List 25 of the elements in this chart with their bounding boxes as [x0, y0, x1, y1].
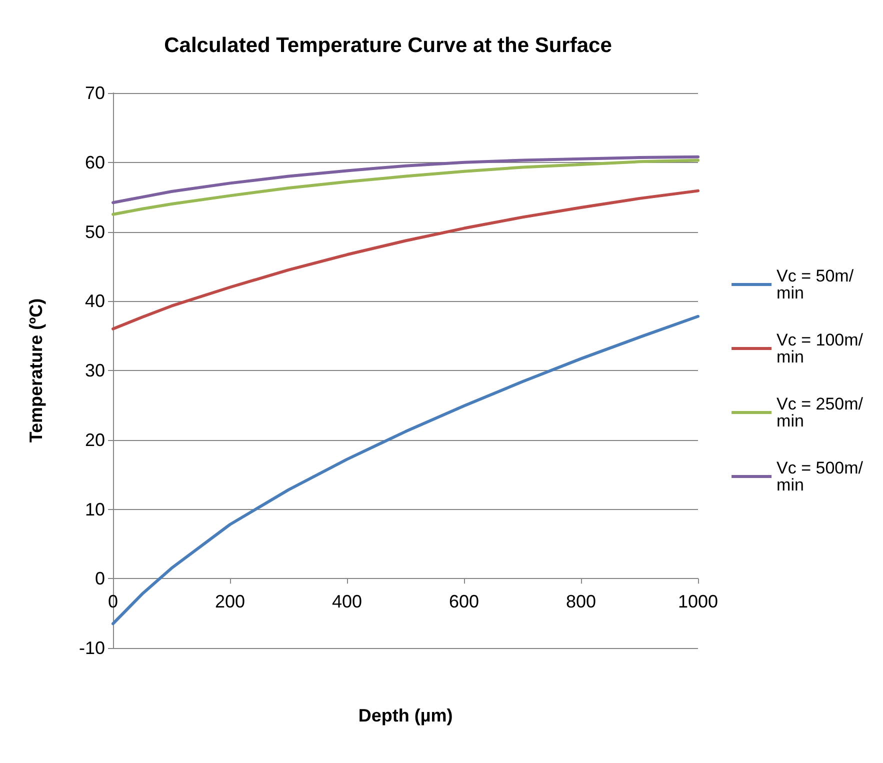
legend-label: Vc = 100m/min: [776, 330, 864, 366]
line-series: [112, 158, 700, 216]
y-tick-label: 70: [84, 83, 105, 103]
y-tick-label: 30: [84, 360, 105, 380]
legend-label: Vc = 250m/min: [776, 394, 864, 430]
y-tick-label: 50: [84, 222, 105, 242]
x-tick-label: 600: [448, 592, 480, 612]
legend-label: Vc = 50m/min: [776, 266, 854, 302]
chart-title: Calculated Temperature Curve at the Surface: [164, 34, 612, 57]
x-axis-title: Depth (µm): [358, 706, 453, 726]
y-tick-label: 60: [84, 152, 105, 172]
x-tick-label: 400: [332, 592, 362, 612]
legend-label: Vc = 500m/min: [776, 458, 864, 494]
line-series: [112, 155, 700, 204]
y-tick-label: 40: [84, 291, 105, 312]
y-tick-label: 20: [84, 430, 105, 450]
y-tick-label: -10: [78, 638, 105, 658]
y-axis-title: Temperature (ºC): [26, 298, 46, 443]
y-tick-label: 10: [84, 499, 105, 520]
x-tick-label: 0: [108, 592, 118, 612]
y-tick-label: 0: [94, 568, 105, 589]
line-series: [112, 189, 700, 330]
x-tick-label: 200: [214, 592, 246, 612]
x-tick-label: 800: [566, 592, 596, 612]
x-tick-label: 1000: [678, 592, 718, 612]
